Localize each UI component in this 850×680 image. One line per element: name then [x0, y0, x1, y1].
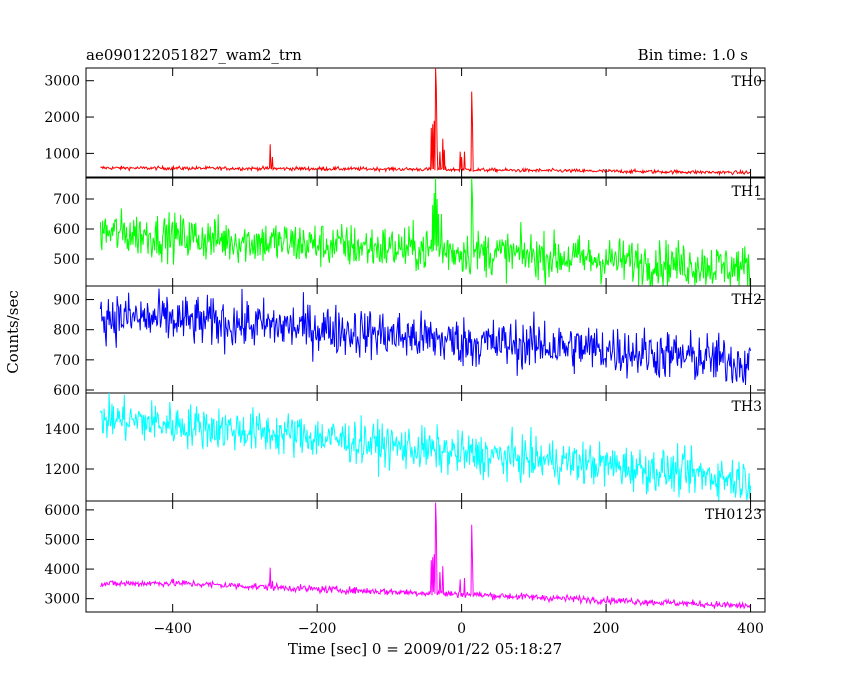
- y-tick-label-TH2: 900: [53, 293, 80, 309]
- panel-label-TH1: TH1: [732, 184, 762, 200]
- y-tick-label-TH0: 3000: [44, 74, 80, 90]
- y-tick-label-TH3: 1400: [44, 422, 80, 438]
- series-line-TH0: [100, 67, 751, 177]
- y-axis-label: Counts/sec: [4, 290, 22, 374]
- series-line-TH2: [99, 288, 752, 386]
- y-tick-label-TH1: 600: [53, 222, 80, 238]
- y-tick-label-TH2: 700: [53, 353, 80, 369]
- series-line-TH0123: [99, 502, 751, 610]
- y-tick-label-TH0123: 3000: [44, 592, 80, 608]
- chart-title: ae090122051827_wam2_trn: [86, 46, 302, 64]
- panel-label-TH0123: TH0123: [705, 507, 762, 523]
- series-line-TH3: [99, 392, 752, 502]
- y-tick-label-TH2: 800: [53, 323, 80, 339]
- panel-frame-TH0123: [85, 500, 766, 613]
- series-line-TH1: [99, 177, 752, 287]
- x-tick-label: 400: [737, 621, 764, 637]
- y-tick-label-TH0: 1000: [44, 146, 80, 162]
- panel-label-TH3: TH3: [732, 399, 762, 415]
- x-axis-label: Time [sec] 0 = 2009/01/22 05:18:27: [288, 640, 562, 658]
- y-tick-label-TH2: 600: [53, 383, 80, 399]
- y-tick-label-TH0123: 5000: [44, 532, 80, 548]
- panel-label-TH0: TH0: [732, 74, 762, 90]
- y-tick-label-TH0123: 6000: [44, 503, 80, 519]
- x-tick-label: −400: [153, 621, 191, 637]
- x-tick-label: 200: [593, 621, 620, 637]
- y-tick-label-TH1: 700: [53, 192, 80, 208]
- panel-frame-TH2: [85, 285, 766, 394]
- x-tick-label: 0: [457, 621, 466, 637]
- panel-frame-TH0: [85, 67, 766, 178]
- x-tick-label: −200: [298, 621, 336, 637]
- y-tick-label-TH1: 500: [53, 252, 80, 268]
- bin-time-label: Bin time: 1.0 s: [638, 46, 748, 64]
- y-tick-label-TH0: 2000: [44, 110, 80, 126]
- panel-label-TH2: TH2: [732, 292, 762, 308]
- y-tick-label-TH0123: 4000: [44, 562, 80, 578]
- y-tick-label-TH3: 1200: [44, 462, 80, 478]
